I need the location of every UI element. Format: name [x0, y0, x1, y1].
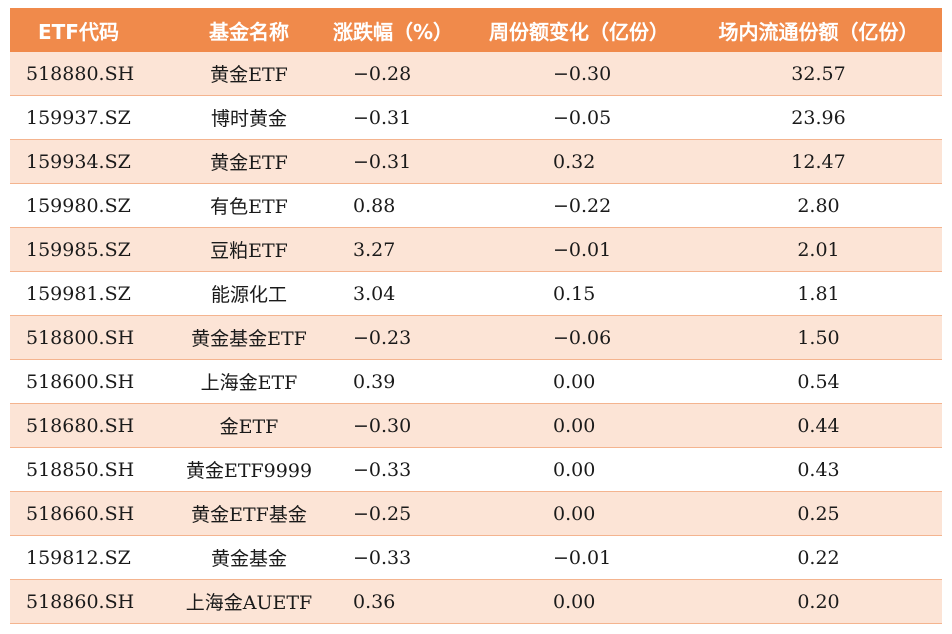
cell-floating-shares: 32.57: [695, 52, 942, 96]
table-row: 518860.SH 上海金AUETF 0.36 0.00 0.20: [10, 579, 942, 624]
etf-table: ETF代码 基金名称 涨跌幅（%） 周份额变化（亿份） 场内流通份额（亿份） 5…: [10, 8, 942, 624]
table-row: 159981.SZ 能源化工 3.04 0.15 1.81: [10, 271, 942, 316]
header-name: 基金名称: [175, 8, 323, 52]
cell-code: 518800.SH: [10, 315, 175, 360]
cell-floating-shares: 0.25: [695, 491, 942, 536]
cell-name: 黄金ETF: [175, 139, 323, 184]
header-floating-shares: 场内流通份额（亿份）: [695, 8, 942, 52]
cell-name: 上海金AUETF: [175, 579, 323, 624]
cell-floating-shares: 0.44: [695, 403, 942, 448]
cell-weekly-share-change: 0.00: [463, 491, 695, 536]
table-row: 159980.SZ 有色ETF 0.88 −0.22 2.80: [10, 183, 942, 228]
cell-weekly-share-change: −0.01: [463, 227, 695, 272]
cell-code: 159985.SZ: [10, 227, 175, 272]
cell-change-pct: 3.27: [323, 227, 463, 272]
cell-weekly-share-change: 0.00: [463, 403, 695, 448]
cell-code: 159934.SZ: [10, 139, 175, 184]
cell-weekly-share-change: −0.01: [463, 535, 695, 580]
cell-weekly-share-change: 0.00: [463, 447, 695, 492]
header-change-pct: 涨跌幅（%）: [323, 8, 463, 52]
table-row: 159934.SZ 黄金ETF −0.31 0.32 12.47: [10, 139, 942, 184]
cell-change-pct: 0.88: [323, 183, 463, 228]
cell-floating-shares: 1.50: [695, 315, 942, 360]
cell-code: 159937.SZ: [10, 95, 175, 140]
table-body: 518880.SH 黄金ETF −0.28 −0.30 32.57 159937.SZ 博时…: [10, 52, 942, 624]
cell-code: 159980.SZ: [10, 183, 175, 228]
cell-name: 黄金基金ETF: [175, 315, 323, 360]
cell-floating-shares: 0.43: [695, 447, 942, 492]
table-row: 518800.SH 黄金基金ETF −0.23 −0.06 1.50: [10, 315, 942, 360]
cell-floating-shares: 0.22: [695, 535, 942, 580]
cell-change-pct: 3.04: [323, 271, 463, 316]
cell-code: 518880.SH: [10, 52, 175, 96]
cell-floating-shares: 2.80: [695, 183, 942, 228]
cell-floating-shares: 0.54: [695, 359, 942, 404]
cell-change-pct: −0.33: [323, 535, 463, 580]
header-code: ETF代码: [10, 8, 175, 52]
cell-weekly-share-change: 0.15: [463, 271, 695, 316]
cell-change-pct: −0.33: [323, 447, 463, 492]
cell-name: 黄金ETF基金: [175, 491, 323, 536]
cell-floating-shares: 2.01: [695, 227, 942, 272]
cell-change-pct: −0.23: [323, 315, 463, 360]
cell-weekly-share-change: −0.06: [463, 315, 695, 360]
table-row: 518600.SH 上海金ETF 0.39 0.00 0.54: [10, 359, 942, 404]
cell-weekly-share-change: 0.00: [463, 579, 695, 624]
cell-change-pct: −0.30: [323, 403, 463, 448]
cell-name: 上海金ETF: [175, 359, 323, 404]
cell-weekly-share-change: −0.22: [463, 183, 695, 228]
table-row: 518850.SH 黄金ETF9999 −0.33 0.00 0.43: [10, 447, 942, 492]
cell-change-pct: 0.39: [323, 359, 463, 404]
cell-code: 518660.SH: [10, 491, 175, 536]
cell-name: 黄金基金: [175, 535, 323, 580]
cell-floating-shares: 0.20: [695, 579, 942, 624]
table-row: 518680.SH 金ETF −0.30 0.00 0.44: [10, 403, 942, 448]
cell-name: 黄金ETF9999: [175, 447, 323, 492]
table-header: ETF代码 基金名称 涨跌幅（%） 周份额变化（亿份） 场内流通份额（亿份）: [10, 8, 942, 52]
cell-weekly-share-change: −0.30: [463, 52, 695, 96]
cell-code: 518600.SH: [10, 359, 175, 404]
cell-weekly-share-change: 0.00: [463, 359, 695, 404]
cell-weekly-share-change: −0.05: [463, 95, 695, 140]
cell-weekly-share-change: 0.32: [463, 139, 695, 184]
cell-name: 金ETF: [175, 403, 323, 448]
table-row: 159985.SZ 豆粕ETF 3.27 −0.01 2.01: [10, 227, 942, 272]
header-row: ETF代码 基金名称 涨跌幅（%） 周份额变化（亿份） 场内流通份额（亿份）: [10, 8, 942, 52]
cell-name: 能源化工: [175, 271, 323, 316]
cell-change-pct: −0.31: [323, 95, 463, 140]
cell-floating-shares: 12.47: [695, 139, 942, 184]
cell-change-pct: −0.31: [323, 139, 463, 184]
cell-code: 518680.SH: [10, 403, 175, 448]
cell-name: 博时黄金: [175, 95, 323, 140]
cell-code: 159812.SZ: [10, 535, 175, 580]
table-row: 518660.SH 黄金ETF基金 −0.25 0.00 0.25: [10, 491, 942, 536]
header-weekly-share-change: 周份额变化（亿份）: [463, 8, 695, 52]
cell-floating-shares: 1.81: [695, 271, 942, 316]
table-row: 159812.SZ 黄金基金 −0.33 −0.01 0.22: [10, 535, 942, 580]
cell-code: 518860.SH: [10, 579, 175, 624]
cell-name: 有色ETF: [175, 183, 323, 228]
cell-change-pct: −0.25: [323, 491, 463, 536]
cell-change-pct: 0.36: [323, 579, 463, 624]
cell-floating-shares: 23.96: [695, 95, 942, 140]
cell-name: 黄金ETF: [175, 52, 323, 96]
cell-change-pct: −0.28: [323, 52, 463, 96]
table-row: 159937.SZ 博时黄金 −0.31 −0.05 23.96: [10, 95, 942, 140]
cell-code: 518850.SH: [10, 447, 175, 492]
cell-name: 豆粕ETF: [175, 227, 323, 272]
cell-code: 159981.SZ: [10, 271, 175, 316]
table-row: 518880.SH 黄金ETF −0.28 −0.30 32.57: [10, 52, 942, 96]
